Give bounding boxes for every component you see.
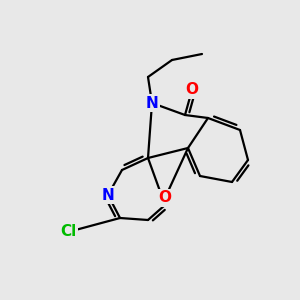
Text: O: O (158, 190, 172, 206)
Text: N: N (102, 188, 114, 202)
Text: O: O (185, 82, 199, 98)
Text: N: N (146, 95, 158, 110)
Text: Cl: Cl (60, 224, 76, 239)
